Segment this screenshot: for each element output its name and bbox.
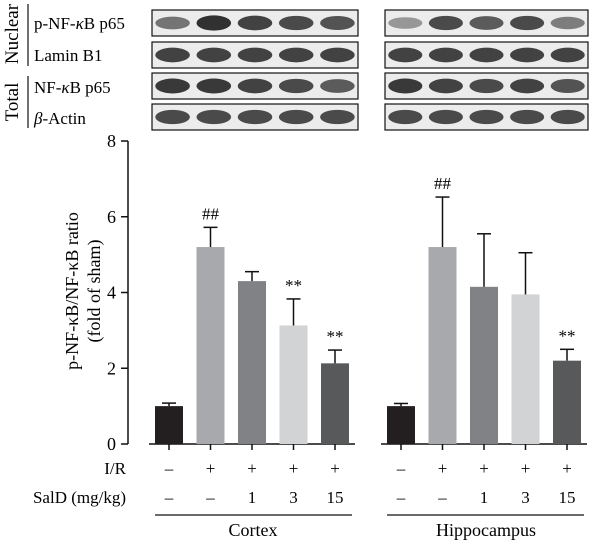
blot-band-cortex-3-1 <box>196 109 232 125</box>
significance-label-1-4: ** <box>559 326 576 345</box>
bar-chart: 0 2 4 6 8 ## ** ** ## ** <box>107 131 587 454</box>
blot-band-cortex-2-3 <box>278 78 314 94</box>
blot-band-cortex-0-0 <box>155 16 190 30</box>
significance-label-0-1: ## <box>202 204 220 223</box>
blot-labels: p-NF-κB p65 Lamin B1 NF-κB p65 β-Actin <box>33 14 125 128</box>
y-tick-label-2: 4 <box>107 283 116 303</box>
blot-band-hippocampus-3-4 <box>550 109 585 125</box>
condition-value-1-0-4: 15 <box>327 488 344 507</box>
bar-1-3 <box>511 294 540 444</box>
condition-value-0-1-4: + <box>562 459 572 478</box>
blot-band-cortex-3-0 <box>155 109 190 125</box>
conditions-table: I/R SalD (mg/kg) – – + – +1 +3 +15 – – + – +1 +3 +15 <box>33 459 576 507</box>
total-section-label: Total <box>2 83 23 122</box>
blot-band-hippocampus-3-0 <box>388 109 423 125</box>
blot-band-hippocampus-2-3 <box>510 78 545 94</box>
blot-band-hippocampus-2-0 <box>388 78 423 94</box>
bar-1-0 <box>387 406 415 444</box>
significance-label-1-1: ## <box>434 174 452 193</box>
condition-value-1-1-2: 1 <box>480 488 489 507</box>
condition-value-1-0-3: 3 <box>289 488 298 507</box>
group-label-hippocampus: Hippocampus <box>436 520 536 540</box>
blot-band-cortex-1-4 <box>320 47 355 63</box>
blot-band-cortex-1-2 <box>237 47 273 63</box>
significance-label-0-3: ** <box>285 276 302 295</box>
blot-label-p-nfkb: p-NF-κB p65 <box>34 14 125 33</box>
condition-value-1-1-0: – <box>396 488 406 507</box>
bar-0-4 <box>321 363 349 444</box>
y-tick-label-1: 2 <box>107 358 116 378</box>
blot-band-cortex-1-1 <box>196 47 232 63</box>
condition-value-0-1-3: + <box>521 459 531 478</box>
blot-band-cortex-2-2 <box>237 78 273 94</box>
y-tick-label-3: 6 <box>107 207 116 227</box>
y-axis-label-line1: p-NF-κB/NF-κB ratio <box>62 212 82 370</box>
blot-band-hippocampus-3-1 <box>428 109 463 125</box>
blot-band-cortex-2-1 <box>196 78 232 94</box>
significance-label-0-4: ** <box>327 327 344 346</box>
bar-0-2 <box>238 281 266 444</box>
bar-0-3 <box>279 325 308 444</box>
condition-value-0-1-1: + <box>438 459 448 478</box>
blot-band-cortex-3-3 <box>278 109 314 125</box>
condition-value-1-1-4: 15 <box>559 488 576 507</box>
blot-band-hippocampus-0-1 <box>428 15 463 31</box>
blot-band-cortex-1-0 <box>155 47 190 63</box>
condition-value-1-1-1: – <box>437 488 447 507</box>
condition-value-1-1-3: 3 <box>521 488 530 507</box>
blot-band-cortex-0-3 <box>278 15 314 31</box>
blot-band-cortex-3-2 <box>237 109 273 125</box>
blot-band-hippocampus-0-0 <box>388 17 423 29</box>
blot-band-hippocampus-1-1 <box>428 47 463 63</box>
blot-band-cortex-3-4 <box>320 109 355 125</box>
blot-band-hippocampus-3-3 <box>510 109 545 125</box>
blot-band-hippocampus-1-2 <box>469 47 504 63</box>
condition-value-0-0-0: – <box>164 459 174 478</box>
blot-band-cortex-0-1 <box>196 15 232 31</box>
condition-value-1-0-2: 1 <box>248 488 257 507</box>
blot-band-hippocampus-1-4 <box>550 47 585 63</box>
blot-band-hippocampus-0-2 <box>469 16 504 30</box>
blot-band-hippocampus-2-4 <box>550 78 585 94</box>
blot-band-cortex-0-4 <box>320 15 355 31</box>
condition-value-0-0-3: + <box>289 459 299 478</box>
y-tick-label-0: 0 <box>107 434 116 454</box>
blot-label-lamin-b1: Lamin B1 <box>34 46 102 65</box>
blot-band-hippocampus-3-2 <box>469 109 504 125</box>
blot-band-hippocampus-0-3 <box>510 15 545 31</box>
blot-band-cortex-1-3 <box>278 47 314 63</box>
condition-value-0-0-2: + <box>247 459 257 478</box>
blot-band-hippocampus-2-1 <box>428 78 463 94</box>
condition-value-0-1-2: + <box>479 459 489 478</box>
blot-band-hippocampus-2-2 <box>469 78 504 94</box>
bar-1-2 <box>470 286 498 444</box>
bar-1-1 <box>428 247 457 444</box>
blot-band-hippocampus-0-4 <box>550 16 585 30</box>
blot-band-cortex-2-4 <box>320 79 355 93</box>
condition-label-ir: I/R <box>104 459 126 478</box>
blot-band-cortex-0-2 <box>237 15 273 31</box>
bar-0-1 <box>196 247 225 444</box>
condition-value-1-0-1: – <box>205 488 215 507</box>
western-blot-panels <box>151 9 589 131</box>
blot-band-hippocampus-1-3 <box>510 47 545 63</box>
y-tick-label-4: 8 <box>107 131 116 151</box>
condition-value-0-0-4: + <box>330 459 340 478</box>
condition-label-sald: SalD (mg/kg) <box>33 488 126 507</box>
blot-band-cortex-2-0 <box>155 78 190 94</box>
blot-label-nfkb: NF-κB p65 <box>34 78 111 97</box>
y-axis-label-line2: (fold of sham) <box>84 240 105 343</box>
group-label-cortex: Cortex <box>229 520 278 540</box>
blot-label-beta-actin: β-Actin <box>33 109 86 128</box>
bar-1-4 <box>553 360 581 444</box>
bar-0-0 <box>155 406 183 444</box>
blot-band-hippocampus-1-0 <box>388 47 423 63</box>
condition-value-1-0-0: – <box>164 488 174 507</box>
nuclear-section-label: Nuclear <box>2 3 23 64</box>
condition-value-0-1-0: – <box>396 459 406 478</box>
condition-value-0-0-1: + <box>206 459 216 478</box>
